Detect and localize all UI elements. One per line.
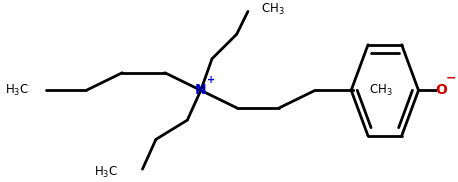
Text: H$_3$C: H$_3$C bbox=[5, 83, 29, 98]
Text: +: + bbox=[207, 75, 215, 85]
Text: H$_3$C: H$_3$C bbox=[93, 165, 118, 180]
Text: O: O bbox=[435, 83, 447, 97]
Text: N: N bbox=[195, 83, 207, 97]
Text: CH$_3$: CH$_3$ bbox=[262, 2, 285, 17]
Text: −: − bbox=[446, 72, 456, 84]
Text: CH$_3$: CH$_3$ bbox=[369, 83, 393, 98]
